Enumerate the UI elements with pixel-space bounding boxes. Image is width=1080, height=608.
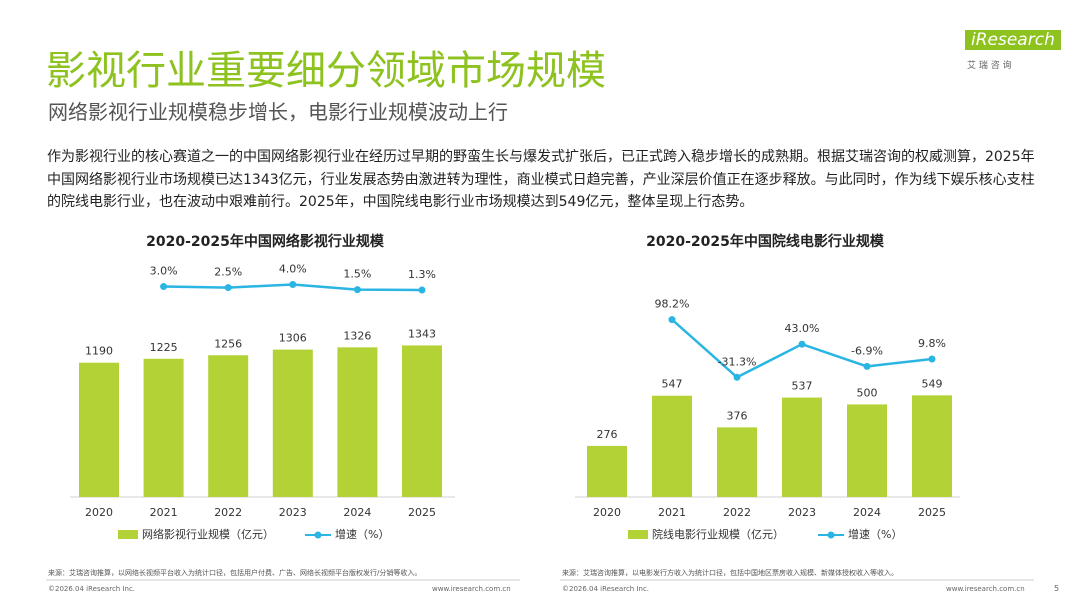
chart-title: 2020-2025年中国院线电影行业规模 <box>646 233 885 250</box>
data-label: 1.5% <box>343 268 371 281</box>
page-number: 5 <box>1054 584 1060 593</box>
legend-label: 网络影视行业规模（亿元） <box>142 527 274 541</box>
line-point <box>353 286 361 294</box>
url: www.iresearch.com.cn <box>946 585 1025 593</box>
line-point <box>928 355 936 363</box>
data-label: -6.9% <box>851 344 883 357</box>
line-point <box>418 286 426 294</box>
line-point <box>160 283 168 291</box>
x-tick-label: 2024 <box>343 506 371 519</box>
legend-swatch <box>118 530 138 539</box>
x-tick-label: 2023 <box>788 506 816 519</box>
chart-title: 2020-2025年中国网络影视行业规模 <box>146 233 385 250</box>
subtitle: 网络影视行业规模稳步增长，电影行业规模波动上行 <box>48 100 508 124</box>
data-label: 376 <box>727 409 748 422</box>
data-label: 549 <box>922 377 943 390</box>
x-tick-label: 2023 <box>279 506 307 519</box>
legend-swatch <box>628 530 648 539</box>
legend-label: 增速（%） <box>848 527 902 541</box>
bar <box>402 345 442 497</box>
source: 来源：艾瑞咨询推算，以电影发行方收入为统计口径，包括中国地区票房收入规模、新媒体… <box>562 569 898 577</box>
bar <box>782 397 822 497</box>
data-label: 1326 <box>343 329 371 342</box>
legend-swatch <box>827 531 835 539</box>
line-point <box>224 284 232 292</box>
paragraph: 作为影视行业的核心赛道之一的中国网络影视行业在经历过早期的野蛮生长与爆发式扩张后… <box>47 149 1035 210</box>
bar <box>652 395 692 497</box>
url: www.iresearch.com.cn <box>432 585 511 593</box>
x-tick-label: 2022 <box>723 506 751 519</box>
bar <box>912 395 952 497</box>
bar <box>272 349 313 497</box>
bar <box>79 362 119 497</box>
data-label: 1190 <box>85 345 113 358</box>
source: 来源：艾瑞咨询推算，以网络长视频平台收入为统计口径，包括用户付费、广告、网络长视… <box>48 569 422 577</box>
data-label: 98.2% <box>655 298 690 311</box>
logo: iResearch <box>965 30 1061 50</box>
line-point <box>289 281 297 289</box>
x-tick-label: 2024 <box>853 506 881 519</box>
x-tick-label: 2020 <box>85 506 113 519</box>
bar <box>847 404 887 497</box>
x-tick-label: 2021 <box>150 506 178 519</box>
legend-label: 院线电影行业规模（亿元） <box>652 527 784 541</box>
data-label: 2.5% <box>214 266 242 279</box>
line-point <box>798 340 806 348</box>
data-label: 1.3% <box>408 268 436 281</box>
line-point <box>733 373 741 381</box>
bar <box>337 347 378 497</box>
data-label: 9.8% <box>918 337 946 350</box>
data-label: 547 <box>662 378 683 391</box>
data-label: 3.0% <box>150 265 178 278</box>
copyright: ©2026.04 iResearch Inc. <box>562 585 650 593</box>
data-label: 1306 <box>279 332 307 345</box>
data-label: -31.3% <box>718 355 757 368</box>
bar <box>587 445 627 497</box>
x-tick-label: 2020 <box>593 506 621 519</box>
line-point <box>863 362 871 370</box>
x-tick-label: 2025 <box>408 506 436 519</box>
data-label: 1343 <box>408 327 436 340</box>
data-label: 43.0% <box>785 322 820 335</box>
data-label: 276 <box>597 428 618 441</box>
x-tick-label: 2021 <box>658 506 686 519</box>
data-label: 1256 <box>214 337 242 350</box>
data-label: 500 <box>857 386 878 399</box>
x-tick-label: 2025 <box>918 506 946 519</box>
copyright: ©2026.04 iResearch Inc. <box>48 585 136 593</box>
data-label: 4.0% <box>279 263 307 276</box>
bar <box>208 355 249 497</box>
bar <box>717 427 757 497</box>
title: 影视行业重要细分领域市场规模 <box>46 48 606 94</box>
data-label: 1225 <box>150 341 178 354</box>
data-label: 537 <box>792 380 813 393</box>
legend-swatch <box>314 531 322 539</box>
line-point <box>668 316 676 324</box>
legend-label: 增速（%） <box>335 527 389 541</box>
x-tick-label: 2022 <box>214 506 242 519</box>
logo-sub: 艾 瑞 咨 询 <box>967 61 1012 71</box>
bar <box>143 358 184 497</box>
